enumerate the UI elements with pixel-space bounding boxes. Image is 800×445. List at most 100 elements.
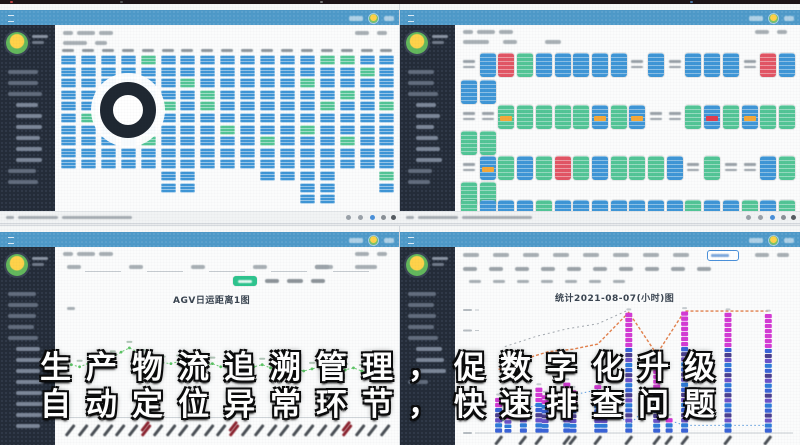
status-card[interactable] xyxy=(240,113,256,123)
status-card[interactable] xyxy=(80,101,96,112)
status-card[interactable] xyxy=(319,66,335,77)
station-card[interactable] xyxy=(741,105,758,129)
status-card[interactable] xyxy=(299,147,315,158)
status-card[interactable] xyxy=(279,171,295,181)
header-user-area[interactable] xyxy=(749,14,794,23)
status-card[interactable] xyxy=(319,78,335,89)
status-card[interactable] xyxy=(260,66,275,77)
station-card[interactable] xyxy=(461,80,477,104)
station-card[interactable] xyxy=(461,131,477,155)
status-card[interactable] xyxy=(61,136,76,147)
date-select[interactable] xyxy=(707,250,739,261)
status-card[interactable] xyxy=(180,66,196,77)
menu-toggle-icon[interactable] xyxy=(8,237,14,244)
station-card[interactable] xyxy=(760,156,777,180)
filter-input[interactable] xyxy=(209,271,245,272)
status-card[interactable] xyxy=(180,124,196,135)
header-fullscreen-icon[interactable] xyxy=(749,238,763,243)
status-card[interactable] xyxy=(279,113,295,123)
status-card[interactable] xyxy=(140,55,156,65)
sidebar-menu-item[interactable] xyxy=(16,391,42,395)
station-card[interactable] xyxy=(610,156,627,180)
sidebar-menu-item[interactable] xyxy=(408,303,434,307)
status-card[interactable] xyxy=(61,66,76,77)
sidebar-menu-item[interactable] xyxy=(416,369,446,373)
status-card[interactable] xyxy=(100,55,116,65)
menu-toggle-icon[interactable] xyxy=(408,237,414,244)
header-user-area[interactable] xyxy=(349,236,394,245)
sidebar-menu-item[interactable] xyxy=(16,413,42,417)
sidebar-menu-item[interactable] xyxy=(8,81,38,85)
status-card[interactable] xyxy=(180,171,196,181)
statusbar-icon[interactable] xyxy=(791,215,796,220)
status-card[interactable] xyxy=(180,147,196,158)
status-card[interactable] xyxy=(220,159,236,170)
filter-input[interactable] xyxy=(333,271,369,272)
status-card[interactable] xyxy=(240,89,256,100)
status-card[interactable] xyxy=(260,78,275,89)
sidebar-menu-item[interactable] xyxy=(16,125,42,129)
station-card[interactable] xyxy=(498,105,515,129)
status-card[interactable] xyxy=(100,78,116,89)
sidebar-menu-item[interactable] xyxy=(416,114,440,118)
status-card[interactable] xyxy=(140,66,156,77)
status-card[interactable] xyxy=(379,101,395,112)
status-card[interactable] xyxy=(160,136,176,147)
status-card[interactable] xyxy=(359,78,375,89)
status-card[interactable] xyxy=(160,89,176,100)
status-card[interactable] xyxy=(61,101,76,112)
sidebar-menu-item[interactable] xyxy=(408,380,428,384)
station-card[interactable] xyxy=(479,156,496,180)
station-card[interactable] xyxy=(760,53,777,77)
sidebar-menu-item[interactable] xyxy=(408,325,434,329)
status-card[interactable] xyxy=(220,124,236,135)
sidebar-menu-item[interactable] xyxy=(408,314,436,318)
status-card[interactable] xyxy=(220,78,236,89)
status-card[interactable] xyxy=(200,89,216,100)
status-card[interactable] xyxy=(220,136,236,147)
status-card[interactable] xyxy=(299,66,315,77)
status-card[interactable] xyxy=(140,136,156,147)
sidebar-menu-item[interactable] xyxy=(8,292,36,296)
status-card[interactable] xyxy=(260,89,275,100)
status-card[interactable] xyxy=(200,78,216,89)
status-card[interactable] xyxy=(379,136,395,147)
status-card[interactable] xyxy=(319,89,335,100)
status-card[interactable] xyxy=(279,101,295,112)
status-card[interactable] xyxy=(120,66,136,77)
status-card[interactable] xyxy=(180,89,196,100)
status-card[interactable] xyxy=(80,55,96,65)
status-card[interactable] xyxy=(279,136,295,147)
status-card[interactable] xyxy=(339,147,355,158)
status-card[interactable] xyxy=(100,66,116,77)
status-card[interactable] xyxy=(279,124,295,135)
status-card[interactable] xyxy=(299,194,315,205)
status-card[interactable] xyxy=(359,159,375,170)
status-card[interactable] xyxy=(240,66,256,77)
sidebar-menu-item[interactable] xyxy=(408,336,438,340)
status-card[interactable] xyxy=(160,182,176,193)
station-card[interactable] xyxy=(517,156,534,180)
status-card[interactable] xyxy=(80,113,96,123)
status-card[interactable] xyxy=(260,113,275,123)
sidebar-menu-item[interactable] xyxy=(416,103,436,107)
filter-input[interactable] xyxy=(271,271,307,272)
status-card[interactable] xyxy=(180,159,196,170)
station-card[interactable] xyxy=(591,53,608,77)
status-card[interactable] xyxy=(200,147,216,158)
sidebar-menu-item[interactable] xyxy=(16,103,38,107)
station-card[interactable] xyxy=(685,53,702,77)
status-card[interactable] xyxy=(100,147,116,158)
statusbar-icon[interactable] xyxy=(381,215,386,220)
status-card[interactable] xyxy=(339,124,355,135)
status-card[interactable] xyxy=(140,159,156,170)
status-card[interactable] xyxy=(319,159,335,170)
sidebar-menu-item[interactable] xyxy=(416,158,442,162)
status-card[interactable] xyxy=(299,78,315,89)
status-card[interactable] xyxy=(299,171,315,181)
status-card[interactable] xyxy=(319,55,335,65)
status-card[interactable] xyxy=(379,78,395,89)
status-card[interactable] xyxy=(61,89,76,100)
station-card[interactable] xyxy=(498,156,515,180)
status-card[interactable] xyxy=(180,78,196,89)
